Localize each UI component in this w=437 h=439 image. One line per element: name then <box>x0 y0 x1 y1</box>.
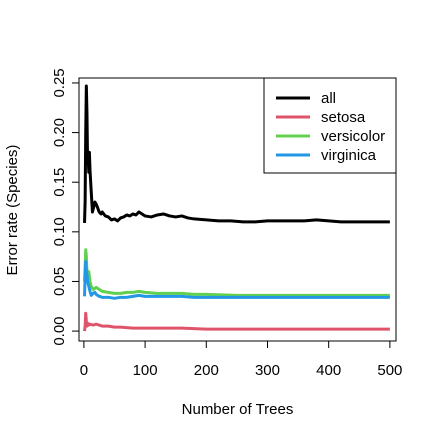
x-tick-label: 500 <box>377 362 402 379</box>
y-tick-label: 0.10 <box>51 217 68 246</box>
x-tick-label: 200 <box>194 362 219 379</box>
x-axis-title: Number of Trees <box>182 401 294 418</box>
y-tick-label: 0.25 <box>51 68 68 97</box>
legend-label-virginica: virginica <box>321 147 377 164</box>
y-tick-label: 0.05 <box>51 267 68 296</box>
x-tick-label: 100 <box>133 362 158 379</box>
legend-label-versicolor: versicolor <box>321 128 385 145</box>
series-layer <box>83 84 390 332</box>
legend-label-all: all <box>321 90 336 107</box>
legend-box <box>263 77 397 174</box>
y-tick-label: 0.20 <box>51 118 68 147</box>
legend-label-setosa: setosa <box>321 109 366 126</box>
series-line-virginica <box>83 260 390 300</box>
y-axis: 0.00 0.05 0.10 0.15 0.20 0.25 <box>51 68 80 346</box>
y-axis-title: Error rate (Species) <box>4 145 21 276</box>
legend: all setosa versicolor virginica <box>263 77 397 174</box>
x-tick-label: 400 <box>316 362 341 379</box>
y-tick-label: 0.15 <box>51 168 68 197</box>
x-tick-label: 0 <box>80 362 88 379</box>
series-line-all <box>83 84 390 224</box>
series-line-versicolor <box>83 248 390 297</box>
y-tick-label: 0.00 <box>51 316 68 345</box>
x-axis: 0 100 200 300 400 500 <box>80 340 402 379</box>
x-tick-label: 300 <box>255 362 280 379</box>
series-line-setosa <box>83 311 390 332</box>
